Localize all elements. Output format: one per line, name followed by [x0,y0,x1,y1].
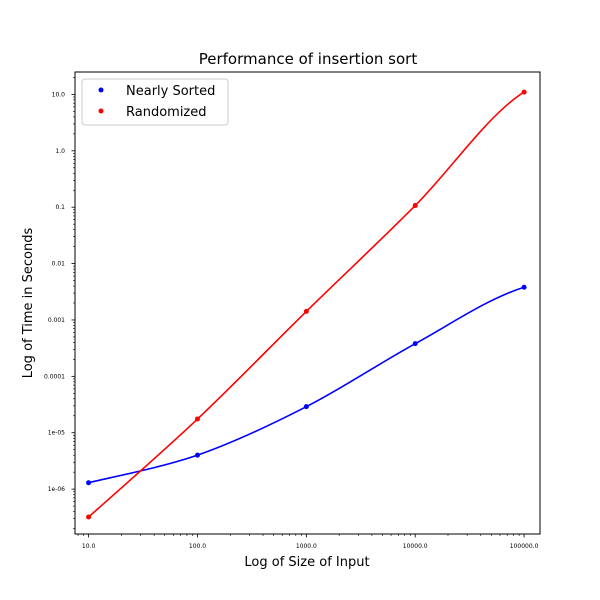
chart-title: Performance of insertion sort [199,50,418,68]
x-tick-label: 100.0 [189,543,206,550]
point-nearly-sorted [86,480,92,486]
curve-randomized [88,91,525,518]
point-randomized [303,308,309,314]
x-tick-label: 100000.0 [510,543,539,550]
point-nearly-sorted [194,452,200,458]
y-tick-label: 0.0001 [44,373,65,380]
x-axis-ticks: 10.0 100.0 1000.0 10000.0 100000.0 [77,534,539,550]
y-axis-label: Log of Time in Seconds [21,227,36,378]
point-nearly-sorted [303,404,309,410]
x-tick-label: 1000.0 [296,543,317,550]
y-tick-label: 0.1 [55,204,65,211]
legend-label-nearly-sorted: Nearly Sorted [126,84,215,99]
point-nearly-sorted [521,284,527,290]
legend-label-randomized: Randomized [126,105,207,120]
point-nearly-sorted [412,341,418,347]
point-randomized [412,203,418,209]
y-tick-label: 1.0 [55,148,65,155]
y-axis-ticks: 1e-06 1e-05 0.0001 0.001 0.01 0.1 1.0 10.0 [44,77,75,529]
point-randomized [86,514,92,520]
x-axis-label: Log of Size of Input [244,555,369,570]
series-points [86,89,527,520]
legend-marker-nearly-sorted [98,87,104,93]
point-randomized [194,416,200,422]
y-tick-label: 1e-05 [48,430,65,437]
curve-nearly-sorted [88,286,525,484]
legend-box [81,78,229,126]
y-tick-label: 0.01 [52,261,66,268]
x-tick-label: 10.0 [82,543,96,550]
point-randomized [521,89,527,95]
y-tick-label: 1e-06 [48,486,65,493]
y-tick-label: 0.001 [48,317,65,324]
series-curves [88,91,525,518]
x-tick-label: 10000.0 [403,543,428,550]
legend: Nearly Sorted Randomized [81,78,229,126]
plot-area-frame [74,71,541,535]
legend-marker-randomized [98,108,104,114]
y-tick-label: 10.0 [52,91,66,98]
